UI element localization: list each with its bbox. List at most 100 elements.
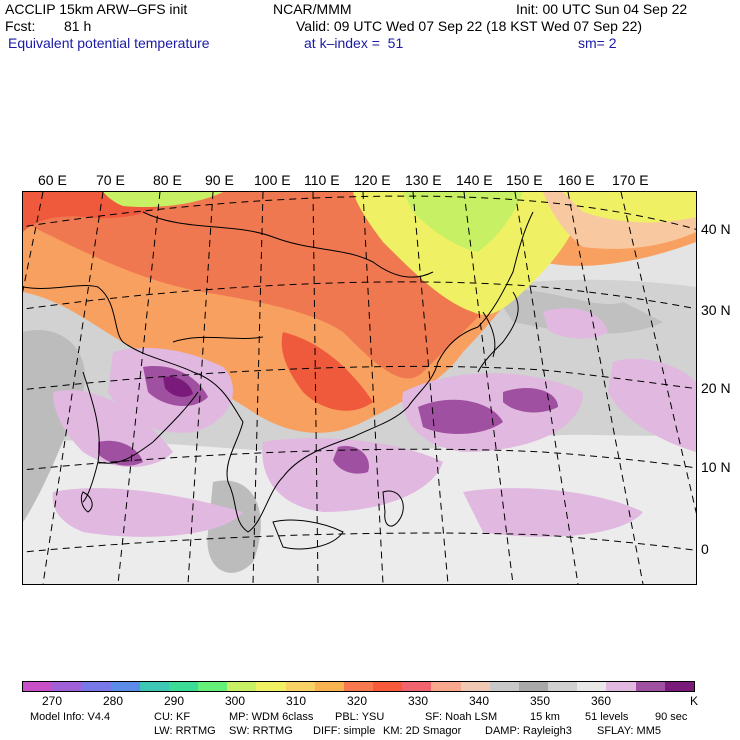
colorbar-swatch <box>489 682 519 691</box>
border-line <box>172 336 264 343</box>
lat-label: 0 <box>701 541 709 557</box>
border-line <box>142 211 434 278</box>
lon-label: 60 E <box>38 172 67 188</box>
lon-label: 170 E <box>612 172 649 188</box>
india-west-coast <box>82 371 100 503</box>
init-time: Init: 00 UTC Sun 04 Sep 22 <box>516 1 688 17</box>
colorbar-swatch <box>168 682 199 691</box>
model-level: at k–index = 51 <box>304 35 404 51</box>
colorbar-swatch <box>635 682 665 691</box>
field-name: Equivalent potential temperature <box>8 35 210 51</box>
lat-line-0 <box>23 532 696 553</box>
colorbar-tick: 350 <box>530 694 551 708</box>
colorbar-tick: 310 <box>286 694 307 708</box>
colorbar-swatch <box>664 682 694 691</box>
colorbar-tick: 340 <box>469 694 490 708</box>
colorbar-swatch <box>52 682 82 691</box>
field-yellow-north <box>353 192 583 315</box>
india-east-coast <box>97 391 199 464</box>
km-scheme: KM: 2D Smagor <box>383 725 462 737</box>
colorbar-tick: 360 <box>591 694 612 708</box>
field-purple-max <box>163 376 193 397</box>
colorbar-swatch <box>285 682 315 691</box>
lat-label: 20 N <box>701 380 731 396</box>
model-info: Model Info: V4.4 <box>30 711 111 723</box>
lon-label: 120 E <box>354 172 391 188</box>
field-purple-east <box>608 358 696 452</box>
lon-label: 100 E <box>254 172 291 188</box>
colorbar-swatch <box>518 682 549 691</box>
diffusion-scheme: DIFF: simple <box>313 725 376 737</box>
field-gray-patch <box>23 330 85 522</box>
philippines-coast <box>382 490 404 527</box>
colorbar-swatch <box>373 682 403 691</box>
field-purple-south <box>463 488 643 537</box>
colorbar-tick: 300 <box>225 694 246 708</box>
colorbar-swatch <box>227 682 257 691</box>
colorbar-swatch <box>548 682 578 691</box>
colorbar-tick: 290 <box>164 694 185 708</box>
lon-line <box>23 192 44 293</box>
lat-line-40n <box>23 195 696 230</box>
colorbar-swatch <box>198 682 228 691</box>
colorbar-tick: 270 <box>42 694 63 708</box>
shortwave-scheme: SW: RRTMG <box>229 725 293 737</box>
theta-e-map <box>22 191 697 585</box>
lon-label: 140 E <box>456 172 493 188</box>
asia-coastline <box>23 211 534 533</box>
lon-line <box>312 192 319 584</box>
colorbar-swatch <box>460 682 490 691</box>
lon-label: 130 E <box>405 172 442 188</box>
colorbar-swatch <box>577 682 607 691</box>
field-purple-core <box>503 387 558 413</box>
lat-line-10n <box>23 448 696 471</box>
lon-label: 70 E <box>96 172 125 188</box>
colorbar-swatch <box>402 682 432 691</box>
colorbar-unit: K <box>690 694 699 708</box>
lon-line <box>463 192 514 584</box>
lon-label: 110 E <box>304 172 340 188</box>
lon-label: 80 E <box>153 172 182 188</box>
surface-scheme: SF: Noah LSM <box>425 711 498 723</box>
smoothing: sm= 2 <box>578 35 617 51</box>
colorbar-swatch <box>81 682 111 691</box>
forecast-label: Fcst: <box>5 18 36 34</box>
colorbar-tick: 330 <box>408 694 429 708</box>
grid-spacing: 15 km <box>530 711 560 723</box>
valid-time: Valid: 09 UTC Wed 07 Sep 22 (18 KST Wed … <box>296 18 643 34</box>
lat-line-30n <box>23 281 696 310</box>
longwave-scheme: LW: RRTMG <box>154 725 216 737</box>
field-purple-scs <box>262 438 443 512</box>
lon-line <box>252 192 264 584</box>
lon-label: 90 E <box>205 172 234 188</box>
damping-scheme: DAMP: Rayleigh3 <box>485 725 572 737</box>
colorbar-swatch <box>606 682 636 691</box>
lon-line <box>362 192 384 584</box>
colorbar-tick: 280 <box>103 694 124 708</box>
field-red-core <box>281 332 373 411</box>
field-green-north <box>103 192 223 208</box>
sri-lanka-coast <box>80 491 93 513</box>
lon-line <box>187 192 214 584</box>
lat-line-20n <box>23 365 696 391</box>
pbl-scheme: PBL: YSU <box>335 711 385 723</box>
field-green-north <box>403 192 523 252</box>
colorbar-tick: 320 <box>347 694 368 708</box>
lon-line <box>567 192 644 584</box>
colorbar-swatch <box>314 682 344 691</box>
microphysics-scheme: MP: WDM 6class <box>229 711 314 723</box>
surface-layer-scheme: SFLAY: MM5 <box>597 725 661 737</box>
lon-line <box>412 192 449 584</box>
lon-line <box>117 192 161 584</box>
lon-line <box>514 192 579 584</box>
forecast-hour: 81 h <box>64 18 92 34</box>
lat-label: 10 N <box>701 459 731 475</box>
japan-coast <box>477 291 519 373</box>
lat-label: 40 N <box>701 221 731 237</box>
cumulus-scheme: CU: KF <box>154 711 191 723</box>
field-purple-core <box>333 446 369 474</box>
colorbar-swatch <box>256 682 286 691</box>
lon-label: 160 E <box>558 172 595 188</box>
lat-label: 30 N <box>701 302 731 318</box>
lon-label: 150 E <box>506 172 543 188</box>
